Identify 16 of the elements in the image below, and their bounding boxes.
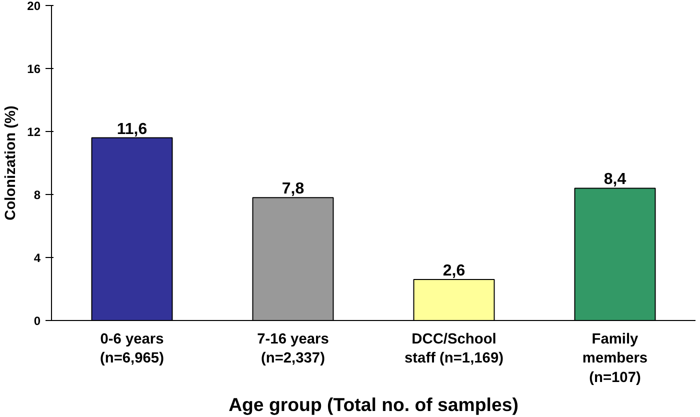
x-tick-label: Family members (n=107) — [582, 332, 648, 386]
y-tick-label: 20 — [27, 0, 41, 13]
y-tick-label: 8 — [34, 188, 41, 202]
data-label: 2,6 — [442, 262, 466, 280]
data-label: 8,4 — [604, 171, 626, 188]
data-label: 7,8 — [282, 180, 304, 198]
x-tick-label: 7-16 years (n=2,337) — [257, 332, 329, 367]
data-label: 11,6 — [116, 120, 148, 138]
y-axis-title: Colonization (%) — [3, 105, 20, 220]
x-tick-label: DCC/School staff (n=1,169) — [404, 332, 504, 367]
x-tick-label: 0-6 years (n=6,965) — [100, 332, 164, 367]
y-tick-label: 0 — [34, 314, 41, 328]
x-axis-title: Age group (Total no. of samples) — [228, 394, 518, 415]
y-tick-label: 12 — [27, 125, 41, 139]
y-tick-label: 4 — [34, 251, 41, 265]
y-tick-label: 16 — [27, 62, 41, 76]
